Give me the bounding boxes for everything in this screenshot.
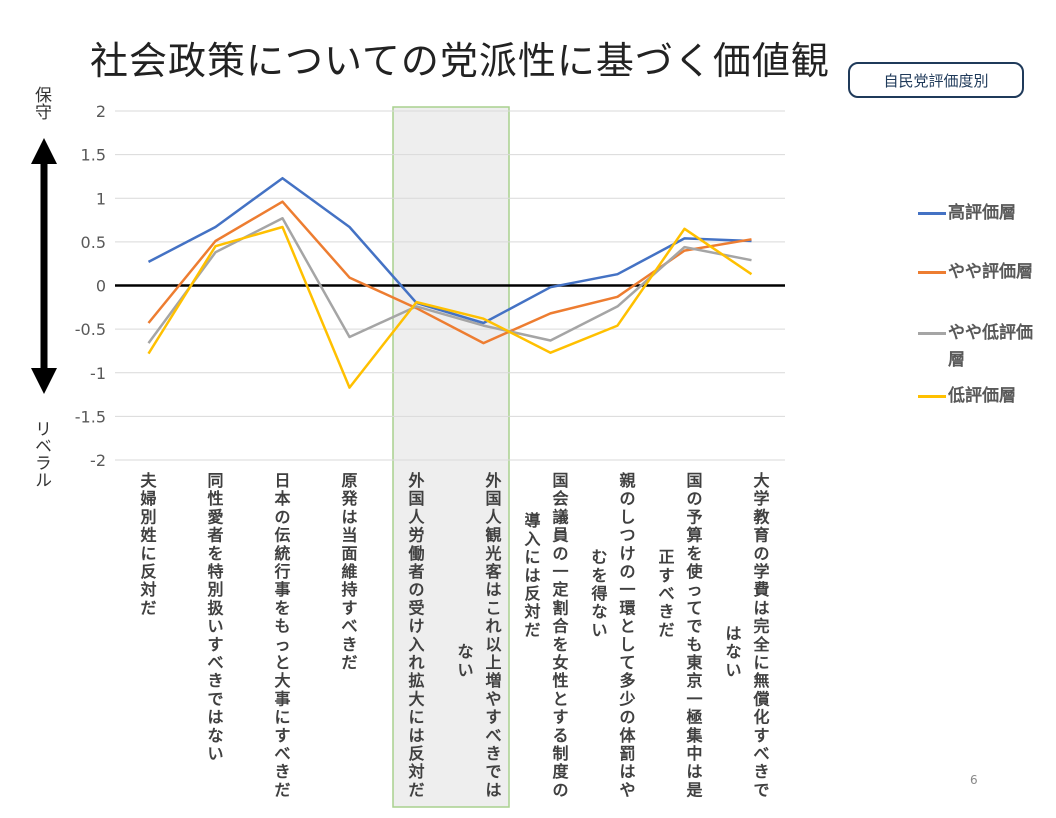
y-tick-label: -0.5: [75, 320, 106, 339]
y-tick-label: -1.5: [75, 407, 106, 426]
series-line-1: [147, 200, 752, 345]
arrow-up-head: [31, 138, 57, 164]
category-label: 正すべきだ: [658, 548, 674, 640]
y-tick-label: -2: [90, 451, 106, 470]
category-label: 導入には反対だ: [523, 511, 540, 639]
legend-item-somewhat-low: やや低評価層: [918, 320, 1048, 374]
category-label: 外国人観光客はこれ以上増やすべきでは: [484, 471, 502, 799]
y-tick-label: 1.5: [81, 146, 106, 165]
legend-label-low: 低評価層: [948, 386, 1016, 406]
category-label: 親のしつけの一環として多少の体罰はや: [618, 471, 636, 799]
category-label: 日本の伝統行事をもっと大事にすべきだ: [273, 471, 290, 799]
party-rating-badge[interactable]: 自民党評価度別: [848, 62, 1024, 98]
legend-label-somewhat-low: やや低評価層: [948, 323, 1033, 370]
series-line-3: [147, 225, 753, 389]
legend-item-high: 高評価層: [918, 200, 1056, 227]
highlight-band: [392, 106, 510, 808]
y-tick-label: -1: [90, 364, 106, 383]
legend-label-somewhat-high: やや評価層: [948, 262, 1033, 282]
category-label: 夫婦別姓に反対だ: [139, 471, 157, 617]
y-tick-label: 0.5: [81, 233, 106, 252]
category-label: 原発は当面維持すべきだ: [340, 471, 358, 672]
category-label: むを得ない: [590, 548, 607, 640]
liberal-label: リベラル: [31, 420, 51, 488]
legend-swatch-high: [918, 212, 946, 215]
legend-item-low: 低評価層: [918, 383, 1056, 410]
slide-title: 社会政策についての党派性に基づく価値観: [90, 39, 830, 83]
y-tick-label: 1: [96, 189, 106, 208]
y-tick-label: 0: [96, 277, 106, 296]
legend-swatch-low: [918, 395, 946, 398]
category-label: 国の予算を使ってでも東京一極集中は是: [685, 471, 703, 799]
category-label: 国会議員の一定割合を女性とする制度の: [551, 471, 569, 799]
legend-label-high: 高評価層: [948, 203, 1016, 223]
category-label: 大学教育の学費は完全に無償化すべきで: [752, 471, 770, 799]
series-line-0: [147, 176, 752, 325]
category-label: 外国人労働者の受け入れ拡大には反対だ: [407, 471, 425, 799]
category-label: ない: [457, 642, 473, 679]
page-number: 6: [970, 773, 978, 787]
category-label: はない: [725, 624, 741, 679]
category-label: 同性愛者を特別扱いすべきではない: [206, 471, 224, 763]
legend-swatch-somewhat-high: [918, 271, 946, 274]
conservative-label: 保守: [31, 86, 51, 120]
legend-item-somewhat-high: やや評価層: [918, 259, 1056, 286]
legend-swatch-somewhat-low: [918, 332, 946, 335]
y-tick-label: 2: [96, 102, 106, 121]
arrow-down-head: [31, 368, 57, 394]
